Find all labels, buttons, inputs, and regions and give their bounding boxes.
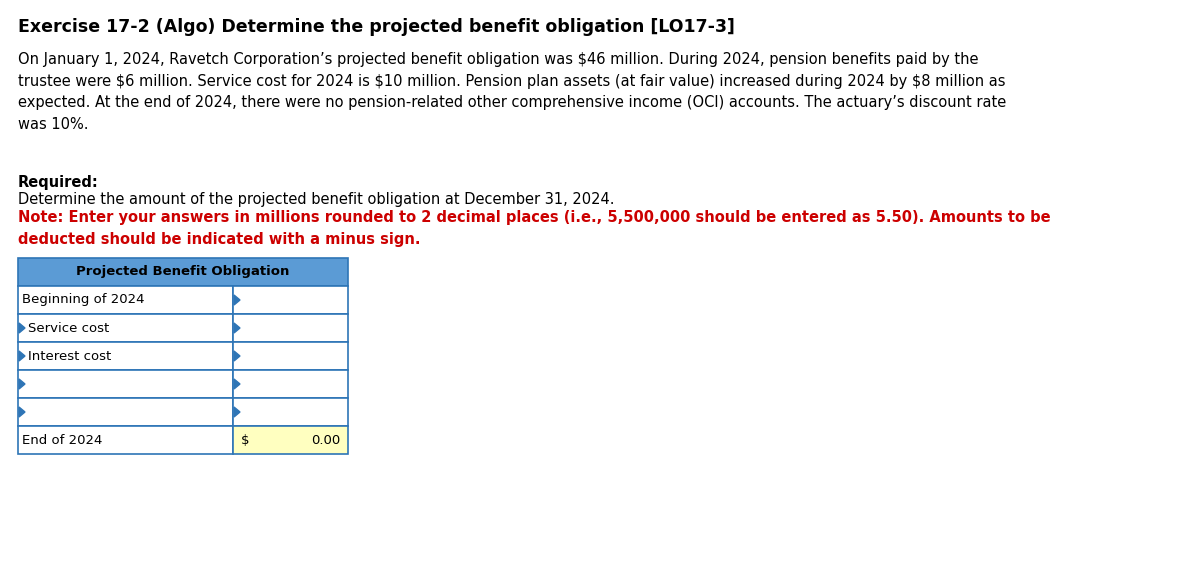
Text: On January 1, 2024, Ravetch Corporation’s projected benefit obligation was $46 m: On January 1, 2024, Ravetch Corporation’… (18, 52, 1007, 132)
Polygon shape (234, 379, 240, 389)
Text: $: $ (241, 433, 250, 447)
Polygon shape (19, 407, 25, 417)
Bar (18, 258, 348, 286)
Bar (233, 426, 348, 454)
Text: End of 2024: End of 2024 (22, 433, 102, 447)
Text: Projected Benefit Obligation: Projected Benefit Obligation (77, 265, 289, 279)
Polygon shape (234, 351, 240, 361)
Polygon shape (234, 407, 240, 417)
Bar (18, 342, 233, 370)
Polygon shape (19, 323, 25, 333)
Bar (18, 426, 233, 454)
Text: Service cost: Service cost (28, 321, 109, 335)
Bar (233, 398, 348, 426)
Text: Beginning of 2024: Beginning of 2024 (22, 294, 144, 306)
Bar (233, 370, 348, 398)
Polygon shape (234, 295, 240, 305)
Text: Determine the amount of the projected benefit obligation at December 31, 2024.: Determine the amount of the projected be… (18, 192, 614, 207)
Polygon shape (19, 351, 25, 361)
Bar (18, 314, 233, 342)
Text: Interest cost: Interest cost (28, 350, 112, 362)
Text: Note: Enter your answers in millions rounded to 2 decimal places (i.e., 5,500,00: Note: Enter your answers in millions rou… (18, 210, 1051, 246)
Text: 0.00: 0.00 (311, 433, 340, 447)
Text: Required:: Required: (18, 175, 98, 190)
Bar (233, 286, 348, 314)
Bar (233, 314, 348, 342)
Bar (18, 370, 233, 398)
Polygon shape (234, 323, 240, 333)
Bar (233, 342, 348, 370)
Bar (18, 286, 233, 314)
Bar (18, 398, 233, 426)
Polygon shape (19, 379, 25, 389)
Text: Exercise 17-2 (Algo) Determine the projected benefit obligation [LO17-3]: Exercise 17-2 (Algo) Determine the proje… (18, 18, 734, 36)
